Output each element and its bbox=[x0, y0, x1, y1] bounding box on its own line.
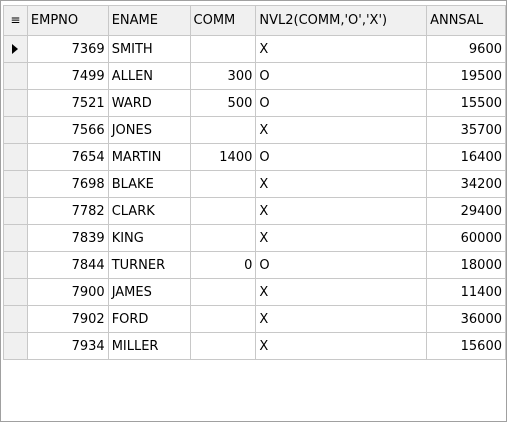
cell-empno[interactable]: 7900 bbox=[26, 278, 109, 306]
row-selector[interactable] bbox=[3, 35, 28, 63]
cell-empno[interactable]: 7654 bbox=[26, 143, 109, 171]
row-selector[interactable] bbox=[3, 62, 28, 90]
column-header-nvl2[interactable]: NVL2(COMM,'O','X') bbox=[255, 5, 428, 36]
cell-ename[interactable]: TURNER bbox=[107, 251, 191, 279]
cell-nvl2[interactable]: O bbox=[255, 251, 428, 279]
cell-empno[interactable]: 7934 bbox=[26, 332, 109, 360]
cell-empno[interactable]: 7369 bbox=[26, 35, 109, 63]
column-header-comm[interactable]: COMM bbox=[189, 5, 257, 36]
cell-ename[interactable]: BLAKE bbox=[107, 170, 191, 198]
row-selector[interactable] bbox=[3, 305, 28, 333]
cell-nvl2[interactable]: X bbox=[255, 35, 428, 63]
cell-annsal[interactable]: 19500 bbox=[426, 62, 506, 90]
cell-nvl2[interactable]: X bbox=[255, 332, 428, 360]
cell-annsal[interactable]: 15600 bbox=[426, 332, 506, 360]
table-row[interactable]: 7934 MILLER X 15600 bbox=[3, 332, 506, 360]
cell-nvl2[interactable]: X bbox=[255, 224, 428, 252]
cell-comm[interactable]: 0 bbox=[189, 251, 257, 279]
cell-ename[interactable]: MARTIN bbox=[107, 143, 191, 171]
row-selector[interactable] bbox=[3, 197, 28, 225]
cell-nvl2[interactable]: O bbox=[255, 143, 428, 171]
row-selector[interactable] bbox=[3, 143, 28, 171]
column-header-empno[interactable]: EMPNO bbox=[26, 5, 109, 36]
cell-comm[interactable] bbox=[189, 170, 257, 198]
cell-annsal[interactable]: 16400 bbox=[426, 143, 506, 171]
row-selector[interactable] bbox=[3, 332, 28, 360]
current-row-arrow-icon bbox=[12, 44, 19, 54]
table-row[interactable]: 7566 JONES X 35700 bbox=[3, 116, 506, 144]
row-selector[interactable] bbox=[3, 251, 28, 279]
cell-comm[interactable] bbox=[189, 224, 257, 252]
cell-empno[interactable]: 7844 bbox=[26, 251, 109, 279]
row-selector[interactable] bbox=[3, 89, 28, 117]
table-row[interactable]: 7499 ALLEN 300 O 19500 bbox=[3, 62, 506, 90]
cell-annsal[interactable]: 29400 bbox=[426, 197, 506, 225]
cell-ename[interactable]: SMITH bbox=[107, 35, 191, 63]
cell-comm[interactable] bbox=[189, 116, 257, 144]
table-row[interactable]: 7839 KING X 60000 bbox=[3, 224, 506, 252]
cell-annsal[interactable]: 15500 bbox=[426, 89, 506, 117]
cell-nvl2[interactable]: X bbox=[255, 197, 428, 225]
table-row[interactable]: 7698 BLAKE X 34200 bbox=[3, 170, 506, 198]
cell-annsal[interactable]: 11400 bbox=[426, 278, 506, 306]
cell-annsal[interactable]: 36000 bbox=[426, 305, 506, 333]
cell-empno[interactable]: 7698 bbox=[26, 170, 109, 198]
cell-empno[interactable]: 7782 bbox=[26, 197, 109, 225]
result-table: ≡ EMPNO ENAME COMM NVL2(COMM,'O','X') AN… bbox=[3, 5, 506, 360]
cell-annsal[interactable]: 18000 bbox=[426, 251, 506, 279]
cell-empno[interactable]: 7902 bbox=[26, 305, 109, 333]
cell-empno[interactable]: 7521 bbox=[26, 89, 109, 117]
cell-comm[interactable] bbox=[189, 278, 257, 306]
grid-menu-button[interactable]: ≡ bbox=[3, 5, 28, 36]
cell-ename[interactable]: JONES bbox=[107, 116, 191, 144]
column-header-ename[interactable]: ENAME bbox=[107, 5, 191, 36]
cell-ename[interactable]: ALLEN bbox=[107, 62, 191, 90]
cell-ename[interactable]: WARD bbox=[107, 89, 191, 117]
column-header-annsal[interactable]: ANNSAL bbox=[426, 5, 506, 36]
table-row[interactable]: 7654 MARTIN 1400 O 16400 bbox=[3, 143, 506, 171]
table-row[interactable]: 7900 JAMES X 11400 bbox=[3, 278, 506, 306]
cell-ename[interactable]: MILLER bbox=[107, 332, 191, 360]
table-row[interactable]: 7521 WARD 500 O 15500 bbox=[3, 89, 506, 117]
cell-nvl2[interactable]: O bbox=[255, 89, 428, 117]
grid-menu-icon[interactable]: ≡ bbox=[10, 13, 21, 27]
cell-comm[interactable] bbox=[189, 332, 257, 360]
row-selector[interactable] bbox=[3, 224, 28, 252]
cell-ename[interactable]: JAMES bbox=[107, 278, 191, 306]
cell-empno[interactable]: 7499 bbox=[26, 62, 109, 90]
cell-empno[interactable]: 7839 bbox=[26, 224, 109, 252]
cell-comm[interactable] bbox=[189, 197, 257, 225]
row-selector[interactable] bbox=[3, 278, 28, 306]
cell-annsal[interactable]: 60000 bbox=[426, 224, 506, 252]
cell-ename[interactable]: KING bbox=[107, 224, 191, 252]
table-row[interactable]: 7844 TURNER 0 O 18000 bbox=[3, 251, 506, 279]
cell-ename[interactable]: CLARK bbox=[107, 197, 191, 225]
cell-annsal[interactable]: 35700 bbox=[426, 116, 506, 144]
cell-nvl2[interactable]: X bbox=[255, 116, 428, 144]
row-selector[interactable] bbox=[3, 170, 28, 198]
cell-nvl2[interactable]: X bbox=[255, 278, 428, 306]
cell-nvl2[interactable]: O bbox=[255, 62, 428, 90]
table-row[interactable]: 7782 CLARK X 29400 bbox=[3, 197, 506, 225]
cell-nvl2[interactable]: X bbox=[255, 170, 428, 198]
cell-ename[interactable]: FORD bbox=[107, 305, 191, 333]
row-selector[interactable] bbox=[3, 116, 28, 144]
cell-nvl2[interactable]: X bbox=[255, 305, 428, 333]
table-body: 7369 SMITH X 9600 7499 ALLEN 300 O 19500 7521 WARD… bbox=[3, 35, 506, 360]
header-row: ≡ EMPNO ENAME COMM NVL2(COMM,'O','X') AN… bbox=[3, 5, 506, 36]
cell-comm[interactable]: 500 bbox=[189, 89, 257, 117]
cell-comm[interactable] bbox=[189, 305, 257, 333]
table-row[interactable]: 7369 SMITH X 9600 bbox=[3, 35, 506, 63]
cell-comm[interactable]: 1400 bbox=[189, 143, 257, 171]
cell-empno[interactable]: 7566 bbox=[26, 116, 109, 144]
cell-comm[interactable] bbox=[189, 35, 257, 63]
cell-annsal[interactable]: 34200 bbox=[426, 170, 506, 198]
cell-comm[interactable]: 300 bbox=[189, 62, 257, 90]
cell-annsal[interactable]: 9600 bbox=[426, 35, 506, 63]
table-row[interactable]: 7902 FORD X 36000 bbox=[3, 305, 506, 333]
